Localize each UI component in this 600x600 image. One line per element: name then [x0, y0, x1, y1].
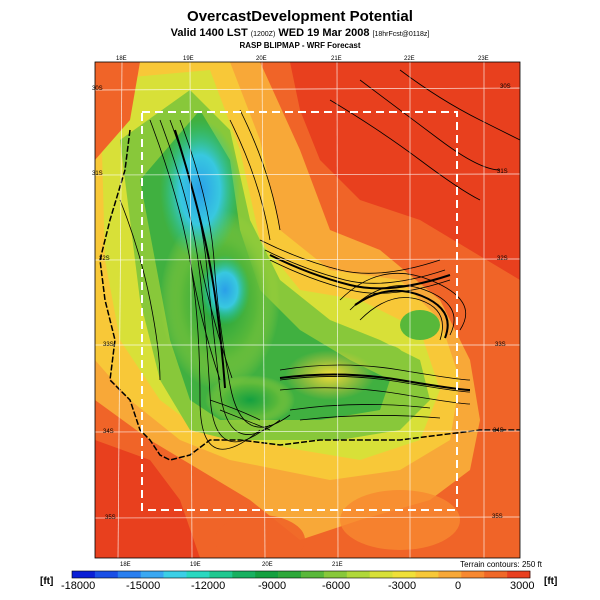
lat-label-right: 33S	[495, 342, 506, 348]
lat-label-left: 31S	[92, 171, 103, 177]
lat-label-left: 35S	[105, 515, 116, 521]
colorbar-tick: -15000	[126, 580, 161, 592]
colorbar-swatch	[72, 571, 96, 578]
lon-label-top: 19E	[183, 56, 194, 62]
lon-label-top: 23E	[478, 56, 489, 62]
colorbar-tick: 3000	[510, 580, 535, 592]
lat-label-right: 34S	[493, 428, 504, 434]
colorbar-swatch	[140, 571, 164, 578]
lon-label-top: 18E	[116, 56, 127, 62]
lat-label-left: 34S	[103, 429, 114, 435]
colorbar-swatch	[484, 571, 508, 578]
colorbar-swatch	[301, 571, 325, 578]
lat-label-left: 32S	[99, 256, 110, 262]
colorbar-swatch	[94, 571, 119, 578]
colorbar-tick: 0	[455, 580, 462, 592]
lon-label-bottom: 18E	[120, 562, 131, 568]
colorbar-tick: -9000	[258, 580, 287, 592]
colorbar-swatch	[117, 571, 141, 578]
lon-label-bottom: 20E	[262, 562, 273, 568]
graticule	[94, 61, 521, 559]
lat-label-left: 30S	[92, 86, 103, 92]
colorbar-unit-left: [ft]	[40, 576, 54, 587]
colorbar-swatch	[392, 571, 416, 578]
colorbar-frame	[71, 570, 531, 579]
inner-domain-box	[141, 111, 458, 511]
colorbar-swatch	[438, 571, 462, 578]
colorbar-swatch	[507, 571, 531, 578]
lat-label-right: 35S	[492, 514, 503, 520]
colorbar-swatch	[369, 571, 393, 578]
lon-label-top: 21E	[331, 56, 342, 62]
colorbar-swatch	[186, 571, 210, 578]
lon-label-bottom: 19E	[190, 562, 201, 568]
valid-time-line: Valid 1400 LST (1200Z) WED 19 Mar 2008 […	[0, 27, 600, 39]
colorbar-swatch	[209, 571, 233, 578]
colorbar-swatch	[346, 571, 370, 578]
page-title: OvercastDevelopment Potential	[187, 8, 413, 25]
colorbar-swatch	[255, 571, 279, 578]
coastline	[99, 129, 520, 461]
colorbar-swatch	[415, 571, 439, 578]
colorbar-tick: -6000	[322, 580, 351, 592]
colorbar-unit-right: [ft]	[544, 576, 558, 587]
colorbar-tick: -12000	[191, 580, 226, 592]
lon-label-bottom: 21E	[332, 562, 343, 568]
forecast-hour: [18hrFcst@0118z]	[372, 31, 430, 38]
lat-label-right: 31S	[497, 169, 508, 175]
lon-label-top: 22E	[404, 56, 415, 62]
lat-label-left: 33S	[103, 342, 114, 348]
colorbar-tick: -18000	[61, 580, 96, 592]
lon-label-top: 20E	[256, 56, 267, 62]
valid-time: Valid 1400 LST	[170, 27, 248, 39]
utc-time: (1200Z)	[250, 31, 276, 38]
colorbar-swatch	[163, 571, 187, 578]
map-frame	[94, 61, 521, 559]
colorbar-tick: -3000	[388, 580, 417, 592]
colorbar	[72, 571, 531, 578]
colorbar-swatch	[461, 571, 485, 578]
colorbar-swatch	[323, 571, 348, 578]
valid-date: WED 19 Mar 2008	[278, 27, 370, 39]
terrain-contour-note: Terrain contours: 250 ft	[460, 560, 542, 569]
colorbar-swatch	[278, 571, 302, 578]
colorbar-swatch	[232, 571, 256, 578]
model-line: RASP BLIPMAP - WRF Forecast	[239, 41, 361, 50]
lat-label-right: 32S	[497, 256, 508, 262]
lat-label-right: 30S	[500, 84, 511, 90]
